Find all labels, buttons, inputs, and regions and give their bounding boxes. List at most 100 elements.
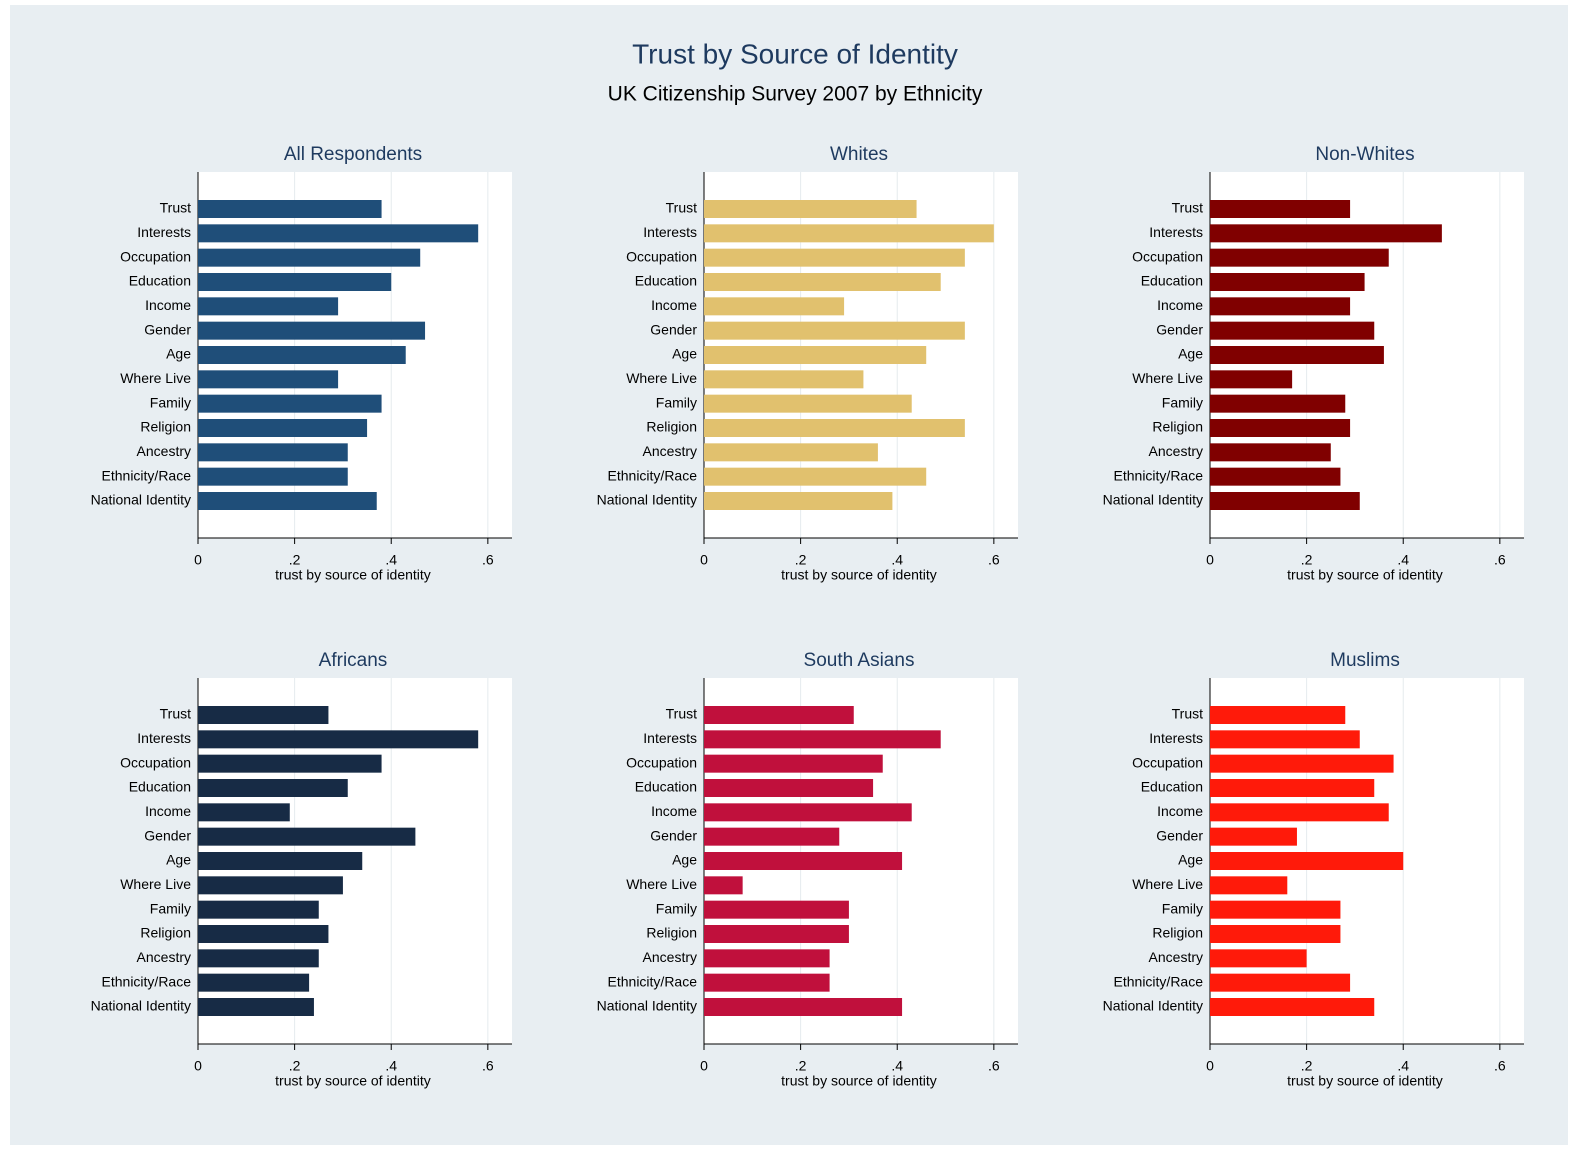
- bar: [198, 998, 314, 1016]
- y-tick-label: National Identity: [1103, 492, 1203, 508]
- y-tick-label: Gender: [1156, 321, 1203, 337]
- y-tick-label: Religion: [140, 925, 191, 941]
- y-tick-label: Gender: [650, 321, 697, 337]
- bar: [198, 730, 479, 749]
- y-tick-label: Age: [166, 852, 191, 868]
- x-tick-label: .4: [385, 1058, 397, 1074]
- x-tick-label: .6: [988, 1058, 1000, 1074]
- bar: [704, 248, 965, 267]
- bar: [704, 998, 903, 1016]
- x-tick-label: .4: [891, 1058, 903, 1074]
- bar: [198, 803, 290, 822]
- y-tick-label: Gender: [650, 827, 697, 843]
- bar: [1210, 200, 1351, 218]
- y-tick-label: Interests: [643, 224, 697, 240]
- y-tick-label: Age: [166, 346, 191, 362]
- y-tick-label: Education: [129, 273, 191, 289]
- bar: [1210, 754, 1394, 773]
- bar: [198, 443, 348, 462]
- bar: [704, 876, 743, 895]
- x-tick-label: 0: [194, 552, 202, 568]
- x-tick-label: .4: [1397, 1058, 1409, 1074]
- y-tick-label: Religion: [1152, 925, 1203, 941]
- y-tick-label: Trust: [160, 706, 191, 722]
- y-tick-label: Age: [672, 852, 697, 868]
- y-tick-label: Age: [1178, 852, 1203, 868]
- y-tick-label: Family: [1162, 900, 1203, 916]
- y-tick-label: Interests: [643, 730, 697, 746]
- bar: [198, 346, 406, 364]
- y-tick-label: Education: [1141, 273, 1203, 289]
- y-tick-label: Interests: [137, 730, 191, 746]
- bar: [704, 492, 893, 510]
- y-tick-label: Age: [1178, 346, 1203, 362]
- x-tick-label: .4: [1397, 552, 1409, 568]
- y-tick-label: Family: [656, 394, 697, 410]
- y-tick-label: Education: [1141, 779, 1203, 795]
- y-tick-label: Where Live: [626, 876, 697, 892]
- y-tick-label: Trust: [1172, 706, 1203, 722]
- y-tick-label: Ancestry: [643, 443, 697, 459]
- y-tick-label: Trust: [1172, 200, 1203, 216]
- x-tick-label: 0: [194, 1058, 202, 1074]
- x-tick-label: 0: [1206, 552, 1214, 568]
- bar: [198, 852, 363, 870]
- x-tick-label: 0: [700, 1058, 708, 1074]
- y-tick-label: National Identity: [597, 492, 697, 508]
- x-tick-label: .4: [891, 552, 903, 568]
- panel-title: Muslims: [1330, 650, 1400, 671]
- bar: [1210, 925, 1341, 943]
- bar: [1210, 706, 1346, 724]
- bar: [1210, 419, 1351, 437]
- panel-title: Whites: [830, 144, 888, 165]
- y-tick-label: Interests: [1149, 730, 1203, 746]
- bar: [1210, 803, 1389, 822]
- panel-title: Non-Whites: [1315, 144, 1414, 165]
- x-tick-label: .2: [289, 1058, 301, 1074]
- y-tick-label: Trust: [160, 200, 191, 216]
- bar: [704, 779, 874, 797]
- bar: [198, 900, 319, 919]
- bar: [704, 900, 849, 919]
- bar: [1210, 852, 1404, 870]
- bar: [1210, 224, 1442, 243]
- bar: [1210, 370, 1293, 389]
- bar: [1210, 973, 1351, 992]
- bar: [1210, 273, 1365, 291]
- bar: [704, 321, 965, 340]
- bar: [198, 827, 416, 846]
- x-tick-label: 0: [700, 552, 708, 568]
- bar: [198, 706, 329, 724]
- y-tick-label: Ethnicity/Race: [102, 973, 192, 989]
- bar: [704, 925, 849, 943]
- y-tick-label: Where Live: [1132, 876, 1203, 892]
- bar: [704, 803, 912, 822]
- y-tick-label: Ethnicity/Race: [608, 973, 698, 989]
- bar: [1210, 492, 1360, 510]
- chart-title: Trust by Source of Identity: [632, 38, 958, 69]
- y-tick-label: Income: [145, 297, 191, 313]
- y-tick-label: Occupation: [626, 754, 697, 770]
- bar: [704, 706, 854, 724]
- y-tick-label: Income: [651, 297, 697, 313]
- bar: [198, 394, 382, 413]
- bar: [198, 419, 368, 437]
- panel-title: South Asians: [804, 650, 915, 671]
- y-tick-label: Trust: [666, 706, 697, 722]
- x-axis-label: trust by source of identity: [1287, 1073, 1443, 1089]
- y-tick-label: Gender: [144, 827, 191, 843]
- bar: [198, 273, 392, 291]
- bar: [198, 492, 377, 510]
- y-tick-label: Ethnicity/Race: [608, 467, 698, 483]
- x-axis-label: trust by source of identity: [781, 1073, 937, 1089]
- y-tick-label: Where Live: [626, 370, 697, 386]
- bar: [198, 949, 319, 968]
- y-tick-label: Income: [145, 803, 191, 819]
- y-tick-label: Ancestry: [643, 949, 697, 965]
- x-axis-label: trust by source of identity: [275, 567, 431, 583]
- y-tick-label: Ethnicity/Race: [1114, 467, 1204, 483]
- x-tick-label: .6: [988, 552, 1000, 568]
- panel-title: All Respondents: [284, 144, 422, 165]
- x-tick-label: .2: [1301, 1058, 1313, 1074]
